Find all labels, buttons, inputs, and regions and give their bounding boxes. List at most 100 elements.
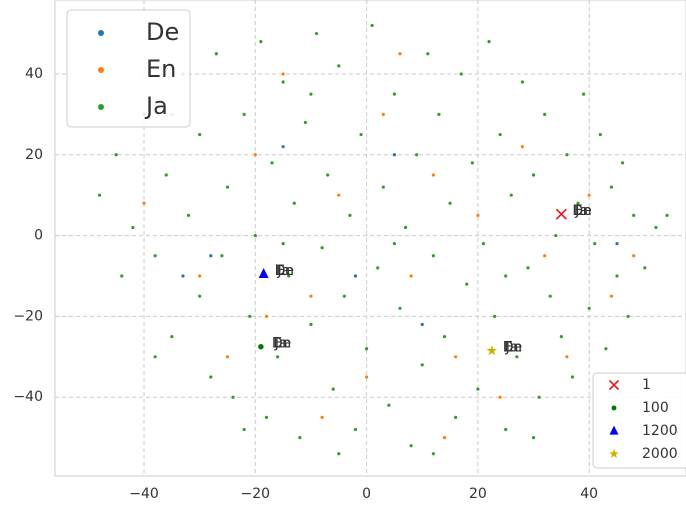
point — [398, 52, 402, 56]
legend-label: 1 — [642, 377, 651, 393]
point — [420, 322, 424, 327]
point — [476, 387, 480, 391]
point — [309, 294, 313, 298]
point — [609, 294, 614, 298]
legend-marker — [609, 425, 619, 435]
point — [570, 375, 575, 379]
legend-marker — [609, 449, 619, 459]
legend-marker — [611, 405, 617, 411]
point — [504, 427, 508, 432]
point — [231, 395, 235, 399]
point — [131, 225, 135, 230]
point — [615, 274, 619, 278]
point — [287, 274, 291, 278]
point — [264, 415, 269, 420]
legend-label: 2000 — [642, 446, 678, 462]
point — [459, 72, 463, 76]
point — [420, 363, 424, 367]
highlight-point — [258, 267, 269, 278]
point — [275, 355, 280, 359]
highlight-annotation: De — [272, 336, 291, 352]
point — [314, 31, 319, 36]
point — [120, 274, 124, 278]
point — [576, 201, 580, 205]
point — [654, 225, 658, 230]
y-tick-label: 0 — [34, 228, 43, 244]
x-tick-label: 40 — [580, 486, 598, 502]
marker-stroke — [555, 208, 567, 220]
point — [431, 173, 435, 177]
x-tick-label: 20 — [469, 486, 487, 502]
point — [632, 213, 636, 217]
point — [114, 153, 118, 157]
y-tick-label: 40 — [25, 66, 43, 82]
legend-marker — [98, 30, 104, 36]
point — [198, 274, 202, 278]
point — [326, 173, 330, 177]
point — [337, 64, 341, 68]
point — [587, 306, 591, 310]
point — [531, 436, 536, 440]
point — [153, 355, 157, 359]
point — [170, 334, 174, 339]
point — [470, 161, 474, 165]
point — [604, 347, 608, 351]
point — [181, 274, 185, 278]
point — [537, 395, 541, 399]
point — [409, 274, 413, 278]
point — [220, 254, 224, 258]
point — [298, 436, 302, 440]
point — [209, 254, 213, 258]
point — [264, 314, 269, 318]
point — [454, 355, 458, 359]
point — [225, 355, 230, 359]
point — [253, 233, 257, 238]
point — [281, 72, 285, 76]
point — [337, 452, 341, 456]
point — [281, 80, 285, 84]
point — [248, 314, 252, 318]
point — [142, 201, 146, 205]
point — [365, 375, 369, 379]
point — [426, 52, 430, 56]
point — [620, 161, 625, 165]
point — [97, 193, 102, 197]
legend-label: De — [146, 18, 179, 46]
legend-box — [592, 372, 686, 469]
highlight-annotation: En — [276, 263, 294, 279]
point — [153, 254, 157, 258]
point — [186, 213, 191, 217]
point — [565, 355, 569, 359]
point — [543, 254, 547, 258]
point — [392, 153, 397, 157]
point — [320, 246, 324, 250]
highlight-annotation: De — [572, 203, 591, 219]
point — [492, 314, 497, 318]
point — [198, 294, 202, 298]
point — [242, 112, 246, 116]
legend-box — [66, 9, 191, 128]
point — [609, 185, 614, 189]
x-tick-label: −20 — [241, 486, 271, 502]
point — [370, 23, 374, 28]
point — [615, 242, 619, 246]
point — [431, 254, 435, 258]
point — [303, 120, 307, 125]
point — [643, 266, 647, 270]
point — [498, 395, 502, 399]
legend-label: Ja — [144, 92, 168, 120]
point — [353, 427, 358, 432]
point — [242, 427, 246, 432]
point — [376, 266, 380, 270]
legend: 1 100 1200 2000 — [592, 372, 686, 469]
highlight-annotation: De — [503, 340, 522, 356]
point — [515, 355, 519, 359]
point — [381, 112, 385, 116]
point — [481, 242, 486, 246]
highlight-point — [555, 208, 567, 220]
x-tick-label: −40 — [129, 486, 159, 502]
point — [403, 225, 408, 230]
point — [359, 132, 363, 137]
point — [392, 242, 397, 246]
point — [337, 193, 341, 197]
